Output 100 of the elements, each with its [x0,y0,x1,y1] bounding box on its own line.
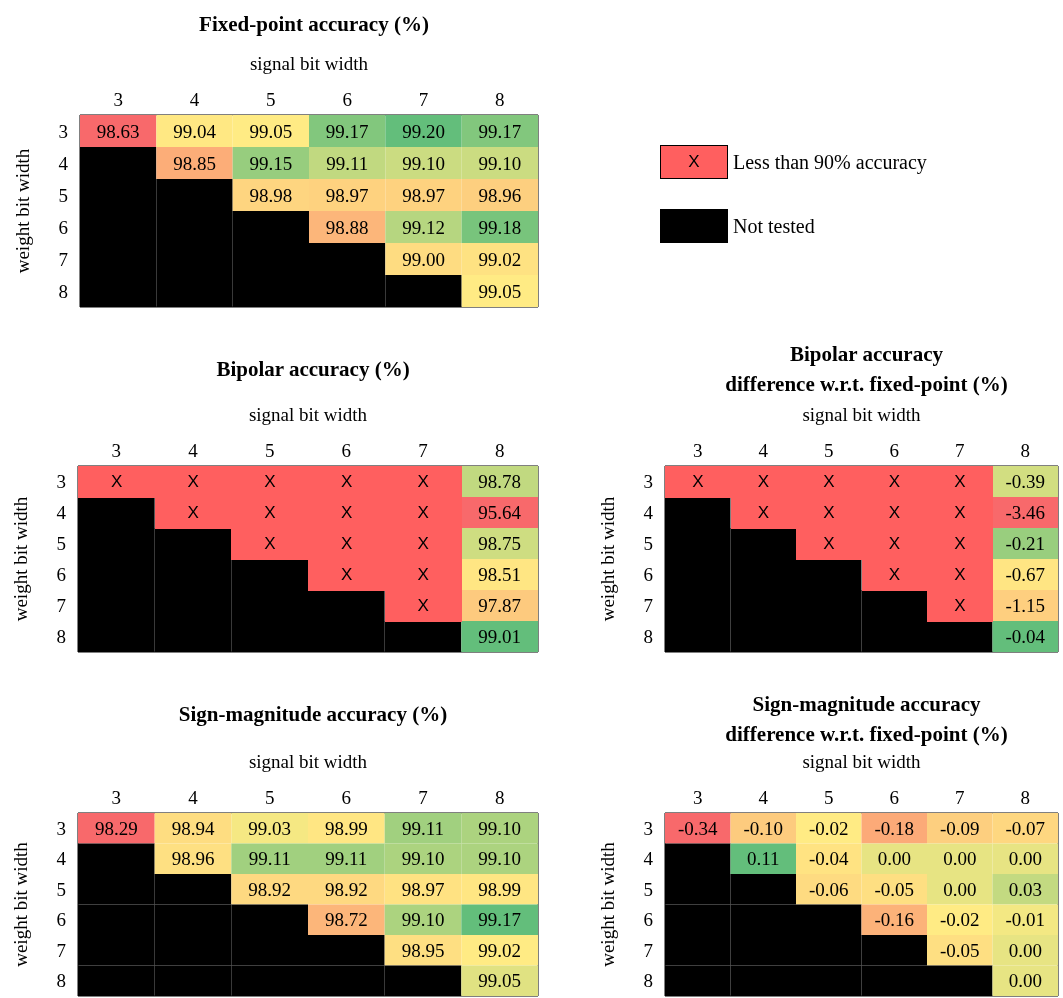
data-label: -1.15 [1005,595,1046,616]
data-label: 99.12 [402,216,445,238]
data-label: 98.94 [171,817,215,839]
data-label: -0.06 [808,878,849,900]
data-label: 95.64 [478,502,522,523]
x-tick-label: 7 [955,787,965,808]
untested-cell: X [861,559,928,591]
data-label: 98.98 [249,184,293,206]
x-tick-label: 8 [494,787,505,808]
y-tick-label: 5 [643,533,653,554]
x-axis-title: signal bit width [802,751,922,772]
data-label: 0.00 [943,878,977,900]
y-tick-label: 7 [56,595,66,616]
untested-cell: X [927,528,993,560]
x-tick-label: 7 [418,440,428,461]
y-tick-label: 5 [56,878,66,900]
x-tick-label: 8 [495,89,505,110]
x-tick-label: 3 [111,787,122,808]
untested-cell: X [78,466,156,498]
data-label: 99.15 [249,152,293,174]
y-tick-label: 6 [58,216,68,238]
y-tick-label: 6 [56,909,66,931]
category-label: Not tested [733,214,815,238]
data-label: 98.97 [401,878,445,900]
untested-cell: X [665,466,731,498]
y-tick-label: 8 [56,626,66,647]
data-label: 99.10 [478,152,522,174]
untested-cell: X [796,466,862,498]
x-tick-label: 6 [341,787,352,808]
x-tick-label: 4 [758,440,769,461]
data-label: 99.17 [325,120,369,142]
data-label: 99.10 [401,848,445,870]
x-axis-title: signal bit width [249,53,369,74]
x-tick-label: 6 [889,787,899,808]
x-axis-title: signal bit width [802,404,922,425]
data-label: 98.99 [478,878,522,900]
data-label: 98.96 [171,848,215,870]
data-label: 98.75 [478,533,522,554]
x-tick-label: 7 [418,787,428,808]
x-tick-label: 4 [189,89,200,110]
data-label: -0.18 [874,817,915,839]
untested-cell: X [730,466,797,498]
data-label: 0.00 [1008,970,1042,992]
data-label: 98.92 [324,878,368,900]
x-tick-label: 6 [342,89,352,110]
y-tick-label: 3 [643,817,653,839]
chart-title: Bipolar accuracy difference w.r.t. fixed-point (%) [725,342,1008,396]
data-label: 97.87 [478,595,522,616]
data-label: 0.00 [1008,939,1042,961]
untested-cell: X [308,528,386,560]
x-tick-label: 5 [264,440,275,461]
x-tick-label: 8 [494,440,505,461]
data-label: -0.16 [874,909,915,931]
y-tick-label: 5 [56,533,66,554]
data-label: 99.17 [478,120,522,142]
x-tick-label: 7 [955,440,965,461]
category-label: Less than 90% accuracy [733,150,927,174]
data-label: 0.00 [943,848,977,870]
x-tick-label: 3 [113,89,123,110]
untested-cell: X [927,466,993,498]
y-tick-label: 4 [643,502,654,523]
x-axis-title: signal bit width [248,404,368,425]
y-axis-title: weight bit width [10,496,31,622]
y-axis-title: weight bit width [10,841,31,967]
y-axis-title: weight bit width [597,841,618,967]
y-tick-label: 7 [58,248,68,270]
data-label: -0.67 [1005,564,1046,585]
data-label: -0.07 [1005,817,1046,839]
x-tick-label: 5 [264,787,275,808]
untested-cell: X [384,466,462,498]
x-tick-label: 6 [889,440,899,461]
y-tick-label: 3 [56,471,66,492]
data-label: 99.11 [401,817,445,839]
untested-cell: X [154,497,232,529]
x-tick-label: 3 [693,787,703,808]
chart-title: Bipolar accuracy (%) [216,357,410,381]
y-axis-title: weight bit width [597,496,618,622]
untested-cell: X [384,497,462,529]
y-tick-label: 6 [643,564,653,585]
untested-cell: X [384,559,462,591]
untested-cell: X [231,528,309,560]
data-label: 99.05 [478,280,522,302]
data-label: 99.02 [478,248,522,270]
x-tick-label: 7 [418,89,429,110]
data-label: 98.72 [324,909,368,931]
data-label: 0.00 [877,848,911,870]
data-label: 99.10 [402,152,445,174]
untested-cell: X [384,528,462,560]
untested-cell: X [796,528,862,560]
data-label: 99.01 [478,626,522,647]
data-label: 98.78 [478,471,522,492]
data-label: -0.05 [939,939,980,961]
untested-cell: X [308,466,386,498]
untested-cell: X [730,497,797,529]
x-tick-label: 8 [1020,787,1030,808]
x-tick-label: 5 [824,787,834,808]
x-tick-label: 5 [824,440,834,461]
data-label: 98.97 [325,184,369,206]
data-label: 99.10 [401,909,445,931]
data-label: 99.10 [478,817,522,839]
